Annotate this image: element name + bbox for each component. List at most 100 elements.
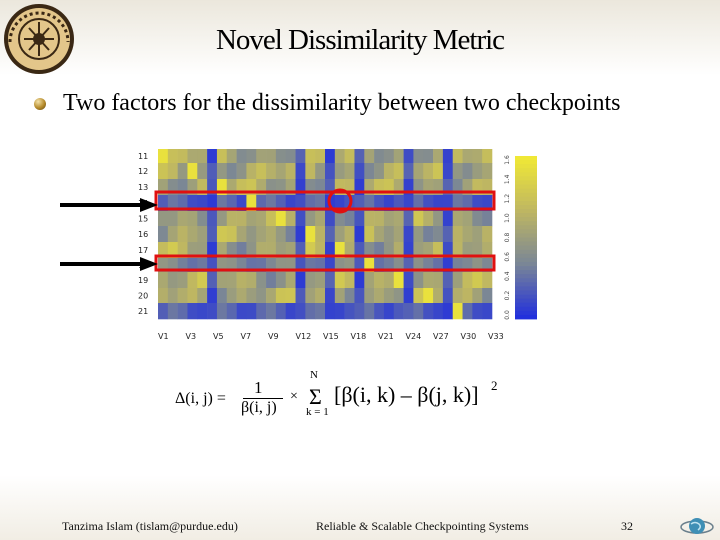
legend-swatch <box>515 221 537 226</box>
heatmap-cell <box>452 272 463 289</box>
heatmap-cell <box>383 242 395 259</box>
legend-swatch <box>515 249 537 255</box>
heatmap-cell <box>452 195 463 212</box>
legend-swatch <box>515 164 537 169</box>
heatmap-cell <box>216 149 228 164</box>
heatmap-cell <box>482 226 493 243</box>
heatmap-cell <box>275 272 286 289</box>
legend-swatch <box>515 241 537 247</box>
heatmap-cell <box>374 195 385 212</box>
heatmap-cell <box>167 149 178 164</box>
heatmap-cell <box>354 195 365 212</box>
heatmap-cell <box>167 211 178 227</box>
heatmap-cell <box>413 288 424 304</box>
heatmap-cell <box>334 195 345 212</box>
heatmap-cell <box>325 211 336 227</box>
heatmap-column-label: V27 <box>433 332 449 341</box>
heatmap-cell <box>236 303 247 320</box>
legend-label: 1.0 <box>504 213 511 223</box>
heatmap-cell <box>364 258 375 273</box>
heatmap-cell <box>177 149 188 164</box>
heatmap-cell <box>197 149 208 164</box>
heatmap-cell <box>325 149 336 164</box>
heatmap-cell <box>334 242 345 259</box>
heatmap-cell <box>295 288 306 304</box>
heatmap-cell <box>325 258 336 273</box>
heatmap-cell <box>216 211 228 227</box>
heatmap-cell <box>344 288 355 304</box>
heatmap-cell <box>315 272 326 289</box>
legend-swatch <box>515 290 537 295</box>
heatmap-cell <box>374 303 385 320</box>
heatmap-cell <box>305 211 316 227</box>
heatmap-cell <box>433 163 444 180</box>
legend-swatch <box>515 217 537 222</box>
heatmap-cell <box>393 272 404 289</box>
legend-swatch <box>515 208 537 214</box>
heatmap-cell <box>305 272 316 289</box>
legend-swatch <box>515 229 537 234</box>
heatmap-cell <box>472 179 483 196</box>
heatmap-cell <box>226 211 237 227</box>
heatmap-cell <box>413 226 424 243</box>
heatmap-cell <box>374 179 385 196</box>
heatmap-cell <box>197 272 208 289</box>
heatmap-cell <box>442 226 453 243</box>
heatmap-cell <box>158 211 169 227</box>
legend-swatch <box>515 192 537 198</box>
heatmap-cell <box>383 179 395 196</box>
heatmap-cell <box>158 149 169 164</box>
heatmap-cell <box>167 258 178 273</box>
heatmap-cell <box>315 242 326 259</box>
bullet-point: Two factors for the dissimilarity betwee… <box>34 90 621 117</box>
heatmap-cell <box>158 258 169 273</box>
heatmap-cell <box>216 272 228 289</box>
heatmap-cell <box>256 211 267 227</box>
heatmap-cell <box>452 288 463 304</box>
heatmap-cell <box>462 272 473 289</box>
heatmap-cell <box>246 258 257 273</box>
heatmap-cell <box>334 149 345 164</box>
heatmap-cell <box>452 149 463 164</box>
heatmap-cell <box>472 272 483 289</box>
legend-swatch <box>515 188 537 194</box>
legend-swatch <box>515 196 537 202</box>
heatmap-cell <box>482 288 493 304</box>
heatmap-cell <box>295 195 306 212</box>
heatmap-cell <box>433 288 444 304</box>
heatmap-cell <box>285 258 296 273</box>
formula-sum-top: N <box>310 369 318 381</box>
legend-swatch <box>515 184 537 189</box>
heatmap-cell <box>275 179 286 196</box>
heatmap-cell <box>462 226 473 243</box>
heatmap-cell <box>482 258 493 273</box>
legend-swatch <box>515 156 537 161</box>
heatmap-cell <box>266 303 277 320</box>
heatmap-cell <box>423 149 434 164</box>
heatmap-cell <box>295 211 306 227</box>
heatmap-cell <box>334 179 345 196</box>
heatmap-cell <box>207 211 218 227</box>
heatmap-cell <box>364 211 375 227</box>
heatmap-row-label: 12 <box>138 167 148 176</box>
heatmap-cell <box>315 195 326 212</box>
heatmap-cell <box>462 288 473 304</box>
heatmap-column-label: V9 <box>268 332 279 341</box>
heatmap-cell <box>442 242 453 259</box>
heatmap-cell <box>266 288 277 304</box>
heatmap-cell <box>374 258 385 273</box>
formula-sum-symbol: Σ <box>309 384 322 409</box>
formula-exponent: 2 <box>491 378 498 393</box>
heatmap-cell <box>315 149 326 164</box>
heatmap-cell <box>295 163 306 180</box>
heatmap-cell <box>383 163 395 180</box>
heatmap-cell <box>325 303 336 320</box>
legend-swatch <box>515 253 537 259</box>
heatmap-cell <box>315 211 326 227</box>
heatmap-cell <box>452 242 463 259</box>
heatmap-cell <box>374 211 385 227</box>
heatmap-cell <box>305 149 316 164</box>
legend-swatch <box>515 286 537 291</box>
heatmap-column-label: V15 <box>323 332 339 341</box>
heatmap-cell <box>275 163 286 180</box>
